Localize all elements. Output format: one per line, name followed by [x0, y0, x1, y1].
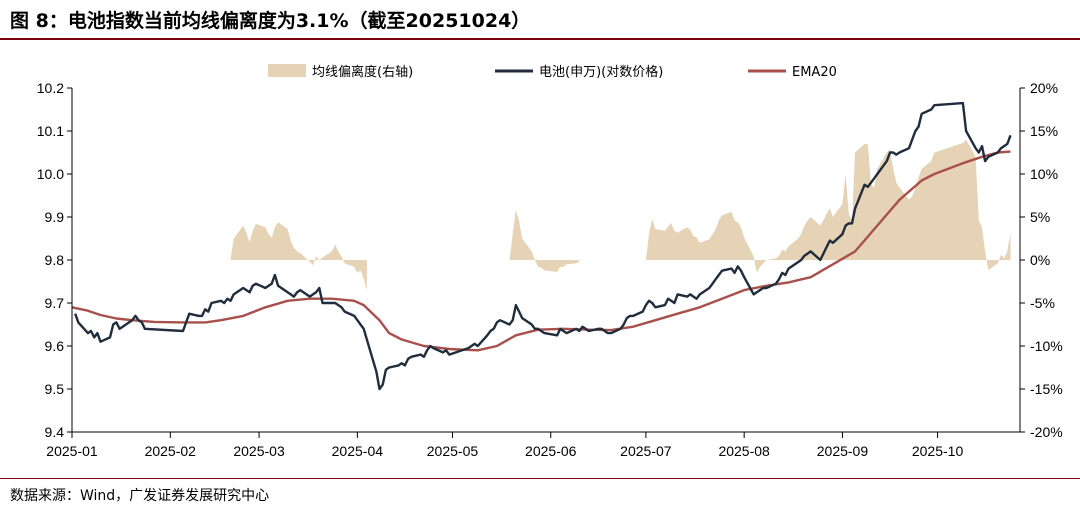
- chart-title: 图 8：电池指数当前均线偏离度为3.1%（截至20251024）: [10, 10, 531, 32]
- right-tick-label: 20%: [1030, 80, 1058, 96]
- legend-swatch-deviation: [268, 64, 306, 77]
- left-tick-label: 9.7: [45, 295, 65, 311]
- title-rule: [0, 38, 1080, 40]
- x-tick-label: 2025-09: [817, 443, 869, 459]
- left-tick-label: 9.6: [45, 338, 65, 354]
- right-tick-label: 15%: [1030, 123, 1058, 139]
- x-tick-label: 2025-01: [46, 443, 98, 459]
- x-tick-label: 2025-08: [718, 443, 770, 459]
- left-tick-label: 10.1: [37, 123, 64, 139]
- left-tick-label: 9.9: [45, 209, 65, 225]
- right-tick-label: 0%: [1030, 252, 1050, 268]
- left-tick-label: 10.0: [37, 166, 64, 182]
- x-tick-label: 2025-02: [145, 443, 197, 459]
- x-tick-label: 2025-07: [620, 443, 672, 459]
- deviation-area-layer: [230, 139, 1011, 291]
- left-tick-label: 10.2: [37, 80, 64, 96]
- left-tick-label: 9.8: [45, 252, 65, 268]
- chart-svg: 9.4 9.5 9.6 9.7 9.8 9.9 10.0 10.1 10.2 -20% -15% -1…: [37, 64, 1063, 459]
- right-tick-label: -10%: [1030, 338, 1063, 354]
- legend-label-deviation: 均线偏离度(右轴): [312, 64, 413, 80]
- right-tick-label: -20%: [1030, 424, 1063, 440]
- left-tick-label: 9.4: [45, 424, 65, 440]
- x-tick-label: 2025-10: [912, 443, 964, 459]
- legend-label-price: 电池(申万)(对数价格): [539, 64, 663, 80]
- right-tick-label: -15%: [1030, 381, 1063, 397]
- source-note: 数据来源：Wind，广发证券发展研究中心: [10, 488, 270, 504]
- right-tick-label: 5%: [1030, 209, 1050, 225]
- axis-layer: 9.4 9.5 9.6 9.7 9.8 9.9 10.0 10.1 10.2 -20% -15% -1…: [37, 80, 1063, 459]
- footer-rule: [0, 478, 1080, 479]
- x-tick-label: 2025-05: [427, 443, 479, 459]
- right-tick-label: -5%: [1030, 295, 1055, 311]
- x-tick-label: 2025-03: [233, 443, 285, 459]
- ema20-line: [71, 150, 1011, 352]
- right-tick-label: 10%: [1030, 166, 1058, 182]
- price-line: [74, 101, 1012, 391]
- deviation-area: [230, 139, 1011, 291]
- x-tick-label: 2025-06: [525, 443, 577, 459]
- left-tick-label: 9.5: [45, 381, 65, 397]
- x-tick-label: 2025-04: [332, 443, 384, 459]
- line-layer: [71, 101, 1012, 391]
- legend: 均线偏离度(右轴) 电池(申万)(对数价格) EMA20: [268, 64, 837, 80]
- legend-label-ema: EMA20: [792, 65, 837, 80]
